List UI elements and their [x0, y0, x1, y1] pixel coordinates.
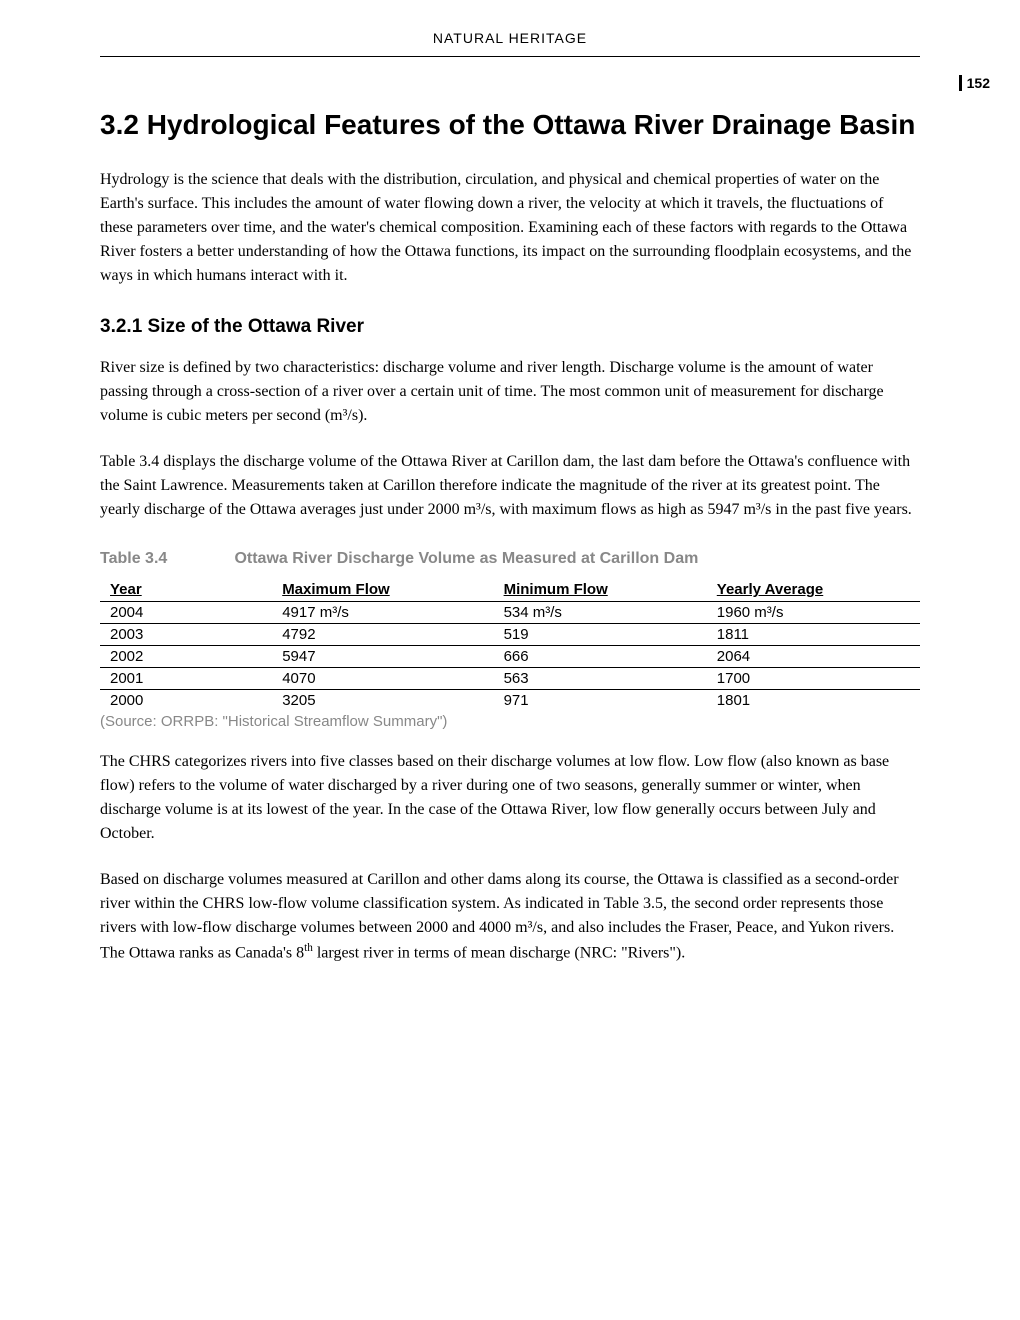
table-cell: 1801 — [707, 690, 920, 712]
table-row: 2002 5947 666 2064 — [100, 646, 920, 668]
paragraph-chrs-2: Based on discharge volumes measured at C… — [100, 868, 920, 965]
table-cell: 2064 — [707, 646, 920, 668]
table-cell: 4070 — [272, 668, 493, 690]
table-cell: 1811 — [707, 624, 920, 646]
table-header-cell: Maximum Flow — [272, 578, 493, 602]
table-row: 2001 4070 563 1700 — [100, 668, 920, 690]
table-row: 2003 4792 519 1811 — [100, 624, 920, 646]
table-row: 2000 3205 971 1801 — [100, 690, 920, 712]
page-number: 152 — [959, 75, 990, 91]
paragraph-size-2: Table 3.4 displays the discharge volume … — [100, 450, 920, 522]
table-cell: 3205 — [272, 690, 493, 712]
table-row: 2004 4917 m³/s 534 m³/s 1960 m³/s — [100, 602, 920, 624]
table-cell: 519 — [494, 624, 707, 646]
table-header-cell: Minimum Flow — [494, 578, 707, 602]
table-cell: 4792 — [272, 624, 493, 646]
table-cell: 1700 — [707, 668, 920, 690]
table-cell: 534 m³/s — [494, 602, 707, 624]
discharge-table: Year Maximum Flow Minimum Flow Yearly Av… — [100, 578, 920, 711]
text-part: largest river in terms of mean discharge… — [313, 945, 685, 962]
table-cell: 666 — [494, 646, 707, 668]
table-cell: 1960 m³/s — [707, 602, 920, 624]
table-header-cell: Yearly Average — [707, 578, 920, 602]
table-cell: 4917 m³/s — [272, 602, 493, 624]
table-cell: 5947 — [272, 646, 493, 668]
section-heading: 3.2 Hydrological Features of the Ottawa … — [100, 107, 920, 143]
table-cell: 2000 — [100, 690, 272, 712]
table-label: Table 3.4 — [100, 550, 230, 568]
superscript: th — [304, 942, 313, 954]
page-header: NATURAL HERITAGE — [100, 30, 920, 57]
table-cell: 2002 — [100, 646, 272, 668]
paragraph-intro: Hydrology is the science that deals with… — [100, 168, 920, 288]
table-header-row: Year Maximum Flow Minimum Flow Yearly Av… — [100, 578, 920, 602]
table-caption: Table 3.4 Ottawa River Discharge Volume … — [100, 550, 920, 568]
table-source: (Source: ORRPB: "Historical Streamflow S… — [100, 713, 920, 730]
table-cell: 2001 — [100, 668, 272, 690]
table-cell: 563 — [494, 668, 707, 690]
paragraph-size-1: River size is defined by two characteris… — [100, 356, 920, 428]
table-cell: 971 — [494, 690, 707, 712]
table-cell: 2004 — [100, 602, 272, 624]
subsection-heading: 3.2.1 Size of the Ottawa River — [100, 316, 920, 338]
table-header-cell: Year — [100, 578, 272, 602]
table-title: Ottawa River Discharge Volume as Measure… — [234, 550, 698, 567]
paragraph-chrs-1: The CHRS categorizes rivers into five cl… — [100, 750, 920, 846]
table-cell: 2003 — [100, 624, 272, 646]
